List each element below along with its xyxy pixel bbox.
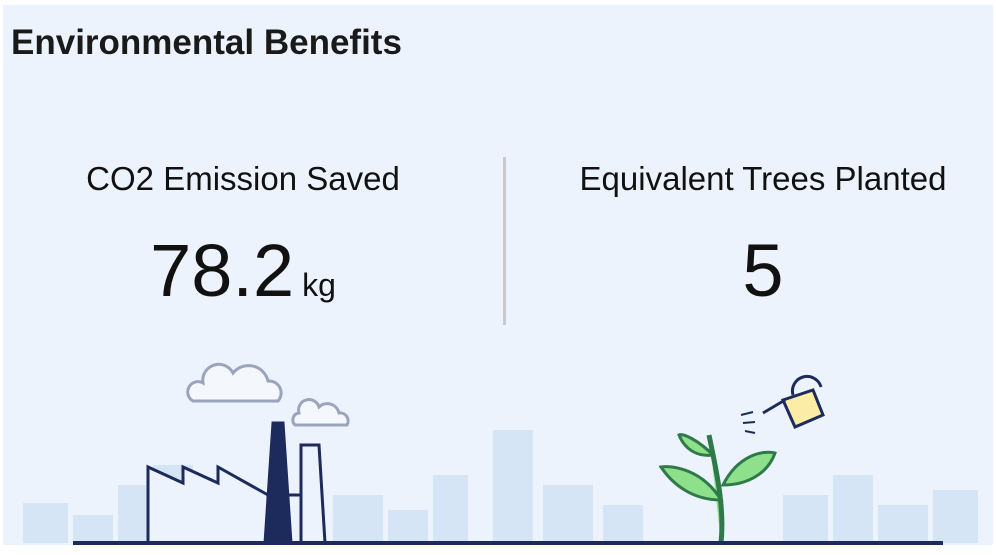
page: Environmental Benefits CO2 Emission Save… — [0, 5, 996, 555]
metric-label: CO2 Emission Saved — [8, 160, 478, 198]
clouds — [188, 364, 348, 425]
metric-value-row: 5 — [528, 228, 996, 313]
trees-metric: Equivalent Trees Planted 5 — [528, 160, 996, 313]
illustration — [3, 355, 993, 545]
card-title: Environmental Benefits — [11, 23, 402, 63]
factory — [148, 423, 325, 543]
metric-value: 78.2 — [150, 229, 294, 312]
metric-unit: kg — [302, 267, 336, 303]
divider — [503, 157, 506, 325]
metric-label: Equivalent Trees Planted — [528, 160, 996, 198]
metric-value: 5 — [742, 229, 783, 312]
watering-can — [741, 376, 823, 433]
plant — [661, 435, 775, 543]
benefits-card: Environmental Benefits CO2 Emission Save… — [3, 5, 993, 545]
